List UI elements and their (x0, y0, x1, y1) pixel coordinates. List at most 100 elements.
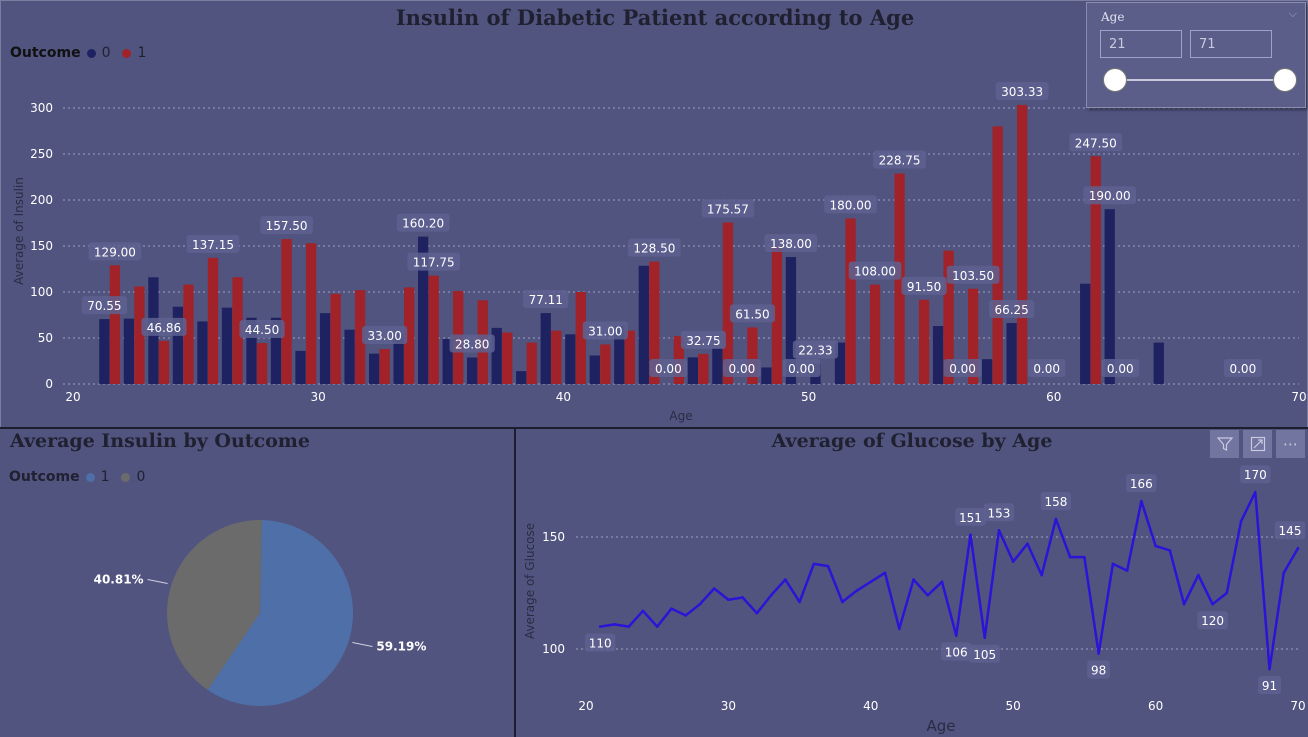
line-data-label: 110 (589, 637, 612, 651)
bar-chart-panel[interactable]: Insulin of Diabetic Patient according to… (0, 0, 1308, 428)
bar-series-0 (319, 313, 331, 384)
bar-series-1 (967, 288, 979, 384)
pie-chart-legend[interactable]: Outcome 1 0 (9, 469, 151, 485)
bar-data-label-bg (88, 242, 142, 261)
y-axis-title: Average of Insulin (12, 177, 26, 285)
line-data-label-bg (1126, 474, 1157, 493)
bar-data-label: 32.75 (686, 334, 720, 348)
bar-data-label-bg (186, 234, 240, 253)
line-data-label-bg (1197, 611, 1228, 630)
line-point (1268, 667, 1271, 671)
bar-data-label-bg (141, 317, 187, 336)
age-slicer[interactable]: Age ⌵ 21 71 (1086, 2, 1306, 108)
pie-chart-panel[interactable]: Average Insulin by Outcome Outcome 1 0 5… (0, 428, 515, 737)
bar-data-label: 108.00 (854, 265, 896, 279)
bar-chart-plot[interactable]: 0 50 100 150 200 250 300 20 30 40 50 60 70 Age Average… (1, 1, 1307, 427)
bar-series-0 (516, 371, 527, 384)
bar-series-0 (295, 350, 306, 384)
bar-series-1 (354, 290, 366, 384)
line-point (627, 625, 631, 628)
bar-series-0 (368, 353, 380, 384)
bar-data-label: 66.25 (994, 303, 1028, 317)
bar-series-0 (589, 355, 600, 384)
legend-label-1[interactable]: 1 (137, 45, 147, 61)
horizontal-divider (0, 427, 1308, 429)
bar-series-0 (761, 367, 772, 384)
bar-data-label: 0.00 (949, 362, 976, 376)
x-tick-label: 40 (863, 699, 878, 713)
bar-series-1 (1017, 104, 1028, 384)
bar-data-label-bg (1027, 359, 1066, 377)
line-point (855, 589, 858, 593)
line-data-label-bg (941, 642, 972, 661)
line-series (600, 490, 1300, 671)
bar-data-label-bg (989, 300, 1035, 319)
y-tick-label: 150 (542, 530, 565, 544)
legend-label-0[interactable]: 0 (136, 469, 146, 485)
x-tick-label: 30 (721, 699, 736, 713)
bar-data-label-bg (792, 340, 839, 359)
bar-series-0 (981, 359, 993, 384)
bar-series-1 (404, 287, 415, 384)
bar-data-label: 128.50 (633, 242, 675, 256)
x-tick-label: 60 (1148, 699, 1163, 713)
legend-dot-0 (86, 48, 96, 58)
bar-series-1 (158, 340, 170, 384)
line-point (812, 562, 816, 566)
line-chart-plot[interactable]: 100 150 20 30 40 50 60 70 Age Average of Glucose 1… (516, 428, 1308, 737)
slicer-min-input[interactable]: 21 (1100, 30, 1182, 58)
y-tick-label: 0 (45, 377, 53, 391)
bar-series-0 (246, 317, 257, 384)
visual-header: ⋯ (1210, 430, 1305, 458)
bar-series-0 (565, 334, 576, 384)
bar-series-0 (344, 329, 355, 384)
line-data-label-bg (983, 503, 1015, 522)
filter-icon[interactable] (1210, 430, 1239, 458)
line-chart-panel[interactable]: Average of Glucose by Age ⋯ 100 150 20 30 40… (516, 428, 1308, 737)
bar-series-0 (221, 307, 233, 384)
bar-series-1 (551, 330, 562, 384)
legend-dot-1 (122, 48, 132, 58)
slicer-min-handle[interactable] (1103, 68, 1127, 92)
slicer-track[interactable] (1115, 79, 1287, 81)
line-point (755, 611, 759, 615)
line-point (969, 533, 972, 537)
x-axis-title: Age (926, 717, 955, 735)
x-tick-label: 50 (1006, 699, 1021, 713)
bar-series-1 (624, 330, 635, 384)
bar-data-label: 91.50 (907, 280, 941, 294)
bar-data-label: 0.00 (1107, 362, 1134, 376)
bar-data-label: 0.00 (655, 362, 682, 376)
line-data-label-bg (955, 507, 986, 526)
bar-series-0 (197, 321, 208, 384)
bar-chart-legend[interactable]: Outcome 0 1 (10, 45, 152, 61)
pie-chart-plot[interactable]: 59.19% 40.81% (0, 428, 515, 737)
focus-mode-icon[interactable] (1243, 430, 1272, 458)
slicer-max-handle[interactable] (1273, 68, 1297, 92)
bar-data-label-bg (396, 213, 450, 232)
slicer-max-input[interactable]: 71 (1190, 30, 1272, 58)
bar-series-1 (747, 327, 758, 384)
bar-series-1 (918, 299, 930, 384)
bar-series-1 (109, 265, 121, 384)
chevron-down-icon[interactable]: ⌵ (1288, 7, 1297, 20)
bar-data-label-bg (1101, 359, 1140, 377)
bar-series-1 (575, 292, 586, 384)
line-data-label: 91 (1262, 679, 1277, 693)
bar-data-label-bg (407, 252, 461, 271)
more-options-icon[interactable]: ⋯ (1276, 430, 1305, 458)
line-point (1282, 571, 1286, 575)
bar-series-0 (417, 236, 429, 384)
legend-label-1[interactable]: 1 (100, 469, 110, 485)
vertical-divider (514, 428, 516, 737)
bar-data-label-bg (260, 216, 313, 235)
line-data-label-bg (969, 644, 1000, 663)
bar-series-1 (771, 246, 783, 384)
bar-series-0 (1080, 283, 1091, 384)
bar-series-1 (379, 349, 390, 384)
line-point (613, 623, 616, 626)
line-data-label-bg (585, 633, 616, 652)
bar-data-label-bg (449, 334, 495, 353)
line-data-label-bg (1240, 465, 1271, 484)
legend-label-0[interactable]: 0 (101, 45, 111, 61)
